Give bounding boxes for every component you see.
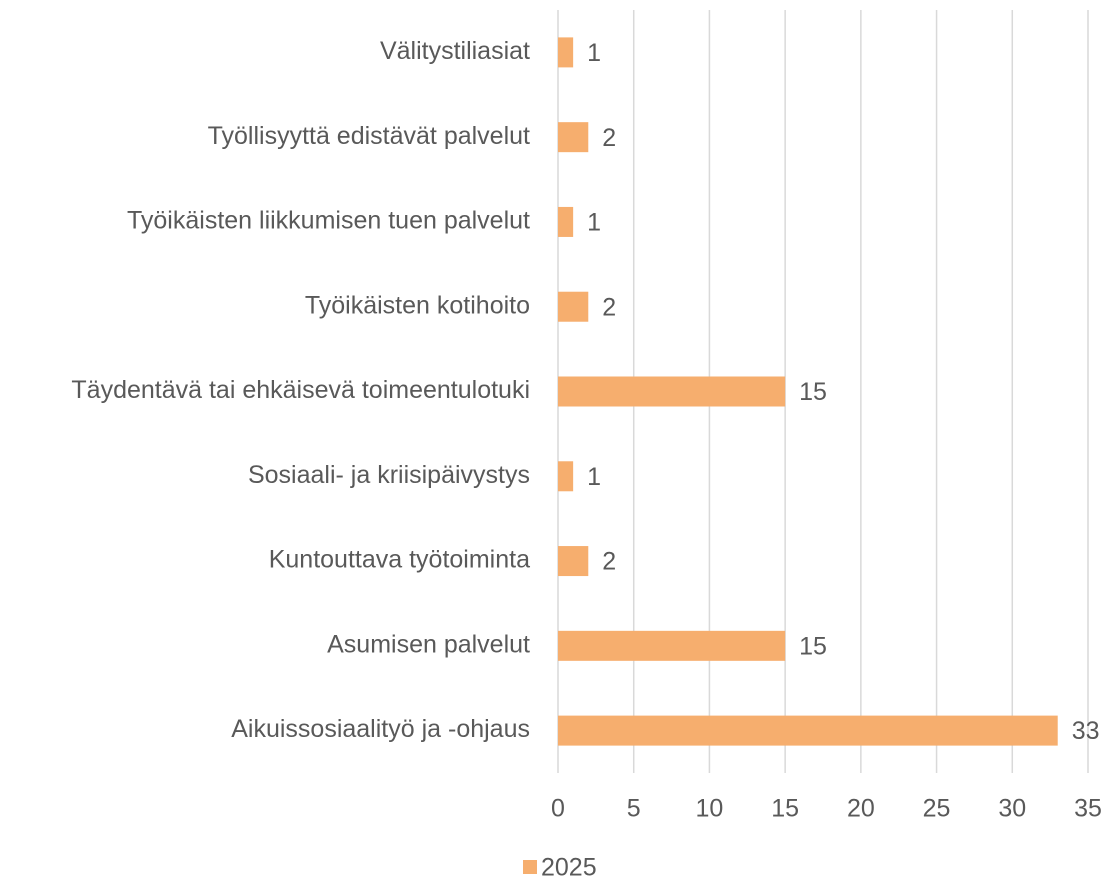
bar: [558, 376, 786, 407]
legend-swatch: [523, 860, 537, 874]
y-tick-label: Sosiaali- ja kriisipäivystys: [248, 461, 530, 489]
legend-label: 2025: [541, 854, 597, 882]
x-tick-label: 15: [771, 795, 799, 823]
data-label: 15: [799, 378, 827, 406]
y-tick-label: Työikäisten liikkumisen tuen palvelut: [127, 207, 530, 235]
bar: [558, 546, 589, 577]
y-tick-label: Aikuissosiaalityö ja -ohjaus: [231, 715, 530, 743]
bar: [558, 630, 786, 661]
bar: [558, 715, 1058, 746]
y-tick-label: Kuntouttava työtoiminta: [269, 546, 530, 574]
y-tick-label: Työllisyyttä edistävät palvelut: [208, 122, 530, 150]
x-tick-label: 5: [627, 795, 641, 823]
data-label: 2: [602, 124, 616, 152]
x-tick-label: 10: [696, 795, 724, 823]
y-tick-label: Asumisen palvelut: [327, 630, 530, 658]
x-tick-label: 25: [923, 795, 951, 823]
data-label: 2: [602, 548, 616, 576]
data-label: 1: [587, 209, 601, 237]
x-tick-label: 30: [998, 795, 1026, 823]
y-tick-label: Työikäisten kotihoito: [305, 291, 530, 319]
bar: [558, 206, 574, 237]
data-label: 2: [602, 293, 616, 321]
x-tick-label: 35: [1074, 795, 1102, 823]
bar: [558, 461, 574, 492]
bar: [558, 37, 574, 68]
bar: [558, 291, 589, 322]
bar: [558, 122, 589, 153]
x-tick-label: 20: [847, 795, 875, 823]
data-label: 33: [1072, 717, 1100, 745]
data-label: 15: [799, 632, 827, 660]
data-label: 1: [587, 39, 601, 67]
x-tick-label: 0: [551, 795, 565, 823]
y-tick-label: Välitystiliasiat: [380, 37, 530, 65]
y-tick-label: Täydentävä tai ehkäisevä toimeentulotuki: [71, 376, 530, 404]
data-label: 1: [587, 463, 601, 491]
